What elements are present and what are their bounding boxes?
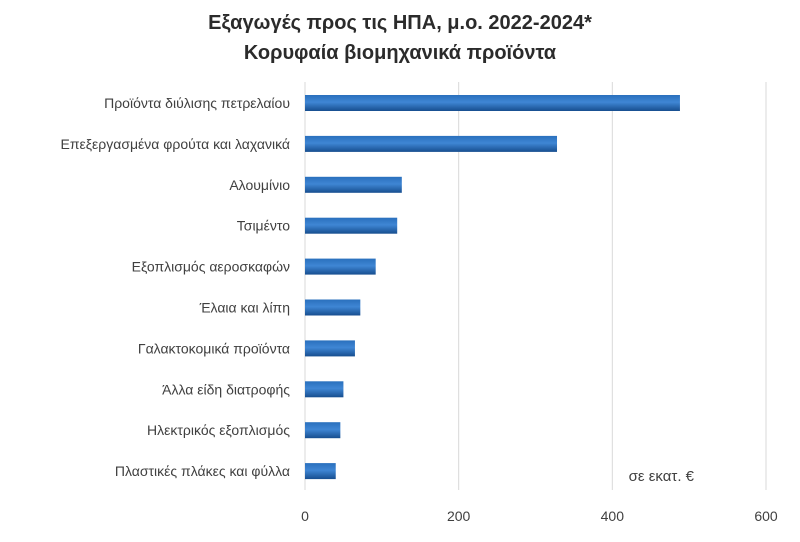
bar [305,258,376,275]
x-tick-label: 0 [301,508,309,524]
bar-layer [305,95,680,480]
category-label: Έλαια και λίπη [199,300,290,316]
category-label-layer: Προϊόντα διύλισης πετρελαίου Επεξεργασμέν… [61,95,291,479]
bar [305,217,398,234]
category-label: Ηλεκτρικός εξοπλισμός [147,422,290,438]
bar [305,299,361,316]
bar [305,340,355,357]
x-tick-label: 200 [447,508,471,524]
category-label: Αλουμίνιο [229,177,290,193]
category-label: Επεξεργασμένα φρούτα και λαχανικά [61,136,290,152]
category-label: Γαλακτοκομικά προϊόντα [138,340,290,356]
category-label: Άλλα είδη διατροφής [162,381,290,397]
category-label: Τσιμέντο [237,218,290,234]
bar [305,463,336,480]
category-label: Εξοπλισμός αεροσκαφών [132,259,290,275]
chart-title: Εξαγωγές προς τις ΗΠΑ, μ.ο. 2022-2024* [208,12,592,34]
tick-label-layer: 0 200 400 600 [301,508,778,524]
bar [305,381,344,398]
chart-subtitle: Κορυφαία βιομηχανικά προϊόντα [243,42,557,64]
category-label: Πλαστικές πλάκες και φύλλα [115,463,290,479]
unit-label: σε εκατ. € [629,468,695,485]
bar [305,176,402,193]
bar [305,95,680,111]
x-tick-label: 400 [601,508,625,524]
bar [305,135,558,152]
category-label: Προϊόντα διύλισης πετρελαίου [104,95,290,111]
x-tick-label: 600 [754,508,778,524]
bar [305,422,341,439]
chart-title-block: Εξαγωγές προς τις ΗΠΑ, μ.ο. 2022-2024* Κ… [0,8,800,68]
